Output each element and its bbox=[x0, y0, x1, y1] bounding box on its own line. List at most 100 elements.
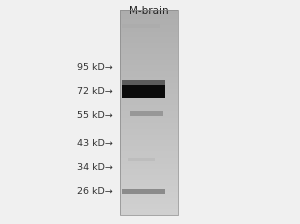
Bar bbox=[120, 133, 178, 135]
Bar bbox=[120, 118, 178, 119]
Bar bbox=[120, 59, 178, 61]
Bar bbox=[120, 153, 178, 154]
Bar bbox=[120, 168, 178, 169]
Bar bbox=[120, 139, 178, 141]
Bar bbox=[120, 155, 178, 156]
Bar bbox=[120, 73, 178, 75]
Bar bbox=[122, 80, 165, 88]
Bar bbox=[120, 84, 178, 85]
Bar bbox=[120, 122, 178, 123]
Bar bbox=[120, 58, 178, 60]
Bar bbox=[120, 23, 178, 25]
Bar bbox=[120, 43, 178, 44]
Bar bbox=[120, 48, 178, 50]
Bar bbox=[120, 203, 178, 204]
Bar bbox=[120, 114, 178, 115]
Bar bbox=[120, 196, 178, 197]
Bar bbox=[120, 18, 178, 20]
Bar bbox=[120, 132, 178, 134]
Bar bbox=[120, 173, 178, 174]
Bar bbox=[120, 15, 178, 17]
Bar bbox=[120, 44, 178, 45]
Bar bbox=[120, 119, 178, 120]
Bar bbox=[120, 190, 178, 192]
Bar bbox=[120, 105, 178, 107]
Bar bbox=[120, 179, 178, 181]
Bar bbox=[120, 10, 178, 215]
Bar bbox=[120, 98, 178, 100]
Bar bbox=[120, 112, 178, 113]
Bar bbox=[120, 30, 178, 32]
Bar bbox=[120, 149, 178, 151]
Bar bbox=[120, 81, 178, 82]
Bar bbox=[120, 164, 178, 165]
Bar bbox=[120, 127, 178, 128]
Text: 34 kD→: 34 kD→ bbox=[77, 164, 113, 172]
Bar bbox=[120, 12, 178, 14]
Bar bbox=[120, 207, 178, 208]
Bar bbox=[120, 138, 178, 140]
Bar bbox=[120, 16, 178, 18]
Bar bbox=[120, 155, 178, 157]
Bar bbox=[122, 80, 165, 85]
Bar bbox=[120, 104, 178, 106]
Text: 43 kD→: 43 kD→ bbox=[77, 138, 113, 147]
Bar bbox=[120, 174, 178, 176]
Bar bbox=[120, 192, 178, 194]
Bar bbox=[120, 180, 178, 182]
Bar bbox=[120, 148, 178, 150]
Bar bbox=[120, 28, 178, 30]
Bar bbox=[120, 187, 178, 189]
Bar bbox=[120, 116, 178, 117]
Bar bbox=[120, 65, 178, 67]
Bar bbox=[120, 51, 178, 52]
Bar bbox=[120, 63, 178, 65]
Bar bbox=[120, 34, 178, 36]
Bar bbox=[120, 126, 178, 127]
Bar bbox=[120, 57, 178, 59]
Bar bbox=[120, 198, 178, 199]
Bar bbox=[122, 24, 160, 28]
Bar bbox=[120, 123, 178, 124]
Bar bbox=[120, 151, 178, 153]
Bar bbox=[120, 188, 178, 190]
Bar bbox=[120, 143, 178, 145]
Bar bbox=[120, 145, 178, 147]
Bar bbox=[120, 30, 178, 31]
Bar bbox=[120, 52, 178, 54]
Bar bbox=[120, 186, 178, 188]
Bar bbox=[120, 64, 178, 66]
Bar bbox=[120, 101, 178, 103]
Bar bbox=[120, 121, 178, 122]
Bar bbox=[120, 158, 178, 159]
Bar bbox=[120, 32, 178, 34]
Bar bbox=[122, 190, 165, 194]
Bar bbox=[120, 108, 178, 110]
Bar bbox=[120, 40, 178, 41]
Bar bbox=[120, 20, 178, 22]
Bar bbox=[120, 184, 178, 186]
Bar bbox=[120, 34, 178, 35]
Bar bbox=[120, 110, 178, 111]
Bar bbox=[120, 36, 178, 37]
Bar bbox=[120, 163, 178, 164]
Bar bbox=[120, 68, 178, 70]
Bar bbox=[120, 10, 178, 11]
Bar bbox=[120, 213, 178, 214]
Bar bbox=[120, 78, 178, 79]
Bar bbox=[120, 140, 178, 142]
Bar bbox=[120, 73, 178, 74]
Bar bbox=[120, 67, 178, 69]
Bar bbox=[120, 26, 178, 28]
Bar bbox=[120, 86, 178, 87]
Bar bbox=[120, 102, 178, 104]
Bar bbox=[120, 55, 178, 57]
Bar bbox=[120, 25, 178, 27]
Bar bbox=[120, 89, 178, 90]
Bar bbox=[120, 142, 178, 144]
Bar bbox=[120, 176, 178, 178]
Bar bbox=[120, 161, 178, 162]
Bar bbox=[120, 165, 178, 166]
Bar bbox=[120, 61, 178, 63]
Bar bbox=[120, 212, 178, 213]
